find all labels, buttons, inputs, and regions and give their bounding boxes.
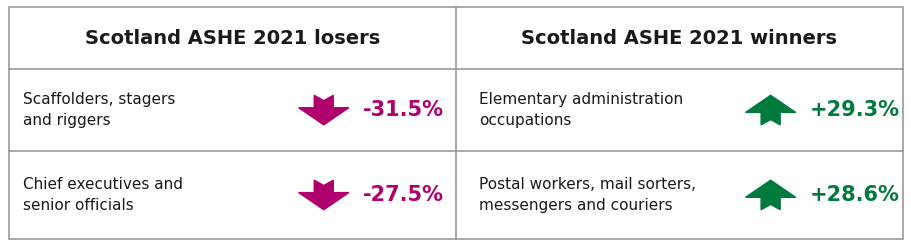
Text: Scaffolders, stagers
and riggers: Scaffolders, stagers and riggers — [23, 92, 175, 128]
Text: -31.5%: -31.5% — [363, 100, 443, 120]
Text: +28.6%: +28.6% — [809, 185, 898, 205]
Polygon shape — [298, 180, 349, 210]
FancyBboxPatch shape — [9, 7, 902, 239]
Text: Postal workers, mail sorters,
messengers and couriers: Postal workers, mail sorters, messengers… — [478, 177, 695, 213]
Text: Elementary administration
occupations: Elementary administration occupations — [478, 92, 682, 128]
Polygon shape — [298, 95, 349, 125]
Text: Chief executives and
senior officials: Chief executives and senior officials — [23, 177, 182, 213]
Polygon shape — [744, 180, 795, 210]
Polygon shape — [744, 95, 795, 125]
Text: -27.5%: -27.5% — [363, 185, 443, 205]
Text: +29.3%: +29.3% — [809, 100, 898, 120]
Text: Scotland ASHE 2021 winners: Scotland ASHE 2021 winners — [521, 29, 836, 48]
Text: Scotland ASHE 2021 losers: Scotland ASHE 2021 losers — [85, 29, 380, 48]
